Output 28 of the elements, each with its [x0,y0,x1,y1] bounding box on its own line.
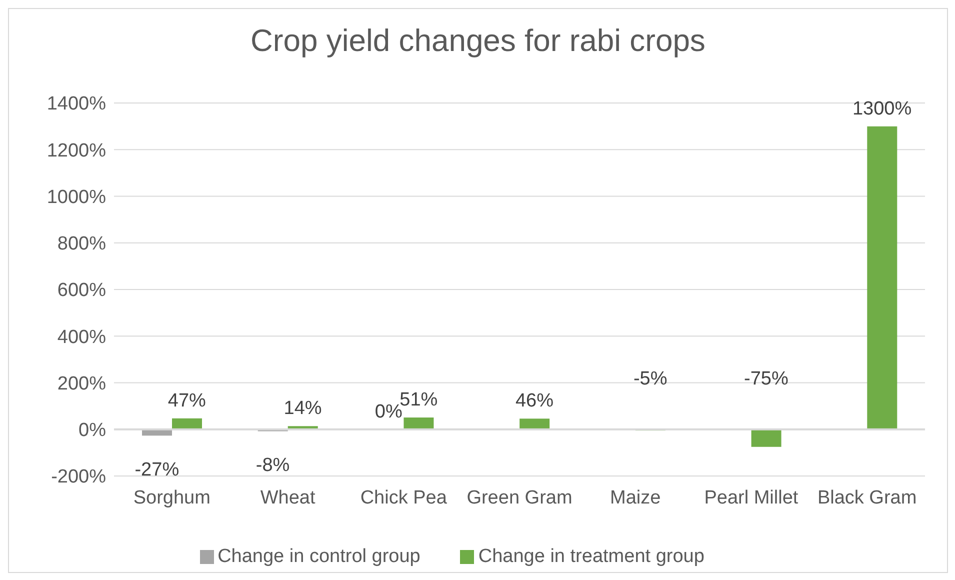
x-tick-label: Wheat [260,487,316,508]
x-tick-label: Pearl Millet [704,487,799,508]
x-tick-label: Chick Pea [360,487,448,508]
y-tick-label: 0% [78,420,106,442]
y-tick-label: 1000% [46,186,106,208]
y-tick-label: 800% [57,234,106,255]
y-tick-label: 400% [57,326,106,348]
y-tick-label: 200% [57,373,106,394]
x-tick-label: Sorghum [133,487,210,508]
data-label: 47% [168,390,206,412]
chart-title: Crop yield changes for rabi crops [250,22,706,60]
x-tick-label: Green Gram [466,487,572,508]
data-label: 1300% [852,98,912,120]
data-label: -75% [744,368,788,390]
data-label: 51% [400,389,438,410]
y-tick-label: 1200% [46,140,106,162]
data-label: -27% [134,460,180,481]
data-label: 46% [515,390,554,412]
data-label: -5% [633,368,668,390]
y-tick-label: 600% [57,280,106,302]
data-label: -8% [256,455,290,476]
data-label: 14% [284,398,322,420]
legend-label: Change in treatment group [478,546,704,567]
x-tick-label: Maize [610,487,661,508]
x-tick-label: Black Gram [817,487,917,508]
legend-label: Change in control group [218,546,420,567]
y-tick-label: 1400% [46,94,106,115]
y-tick-label: -200% [51,466,106,488]
